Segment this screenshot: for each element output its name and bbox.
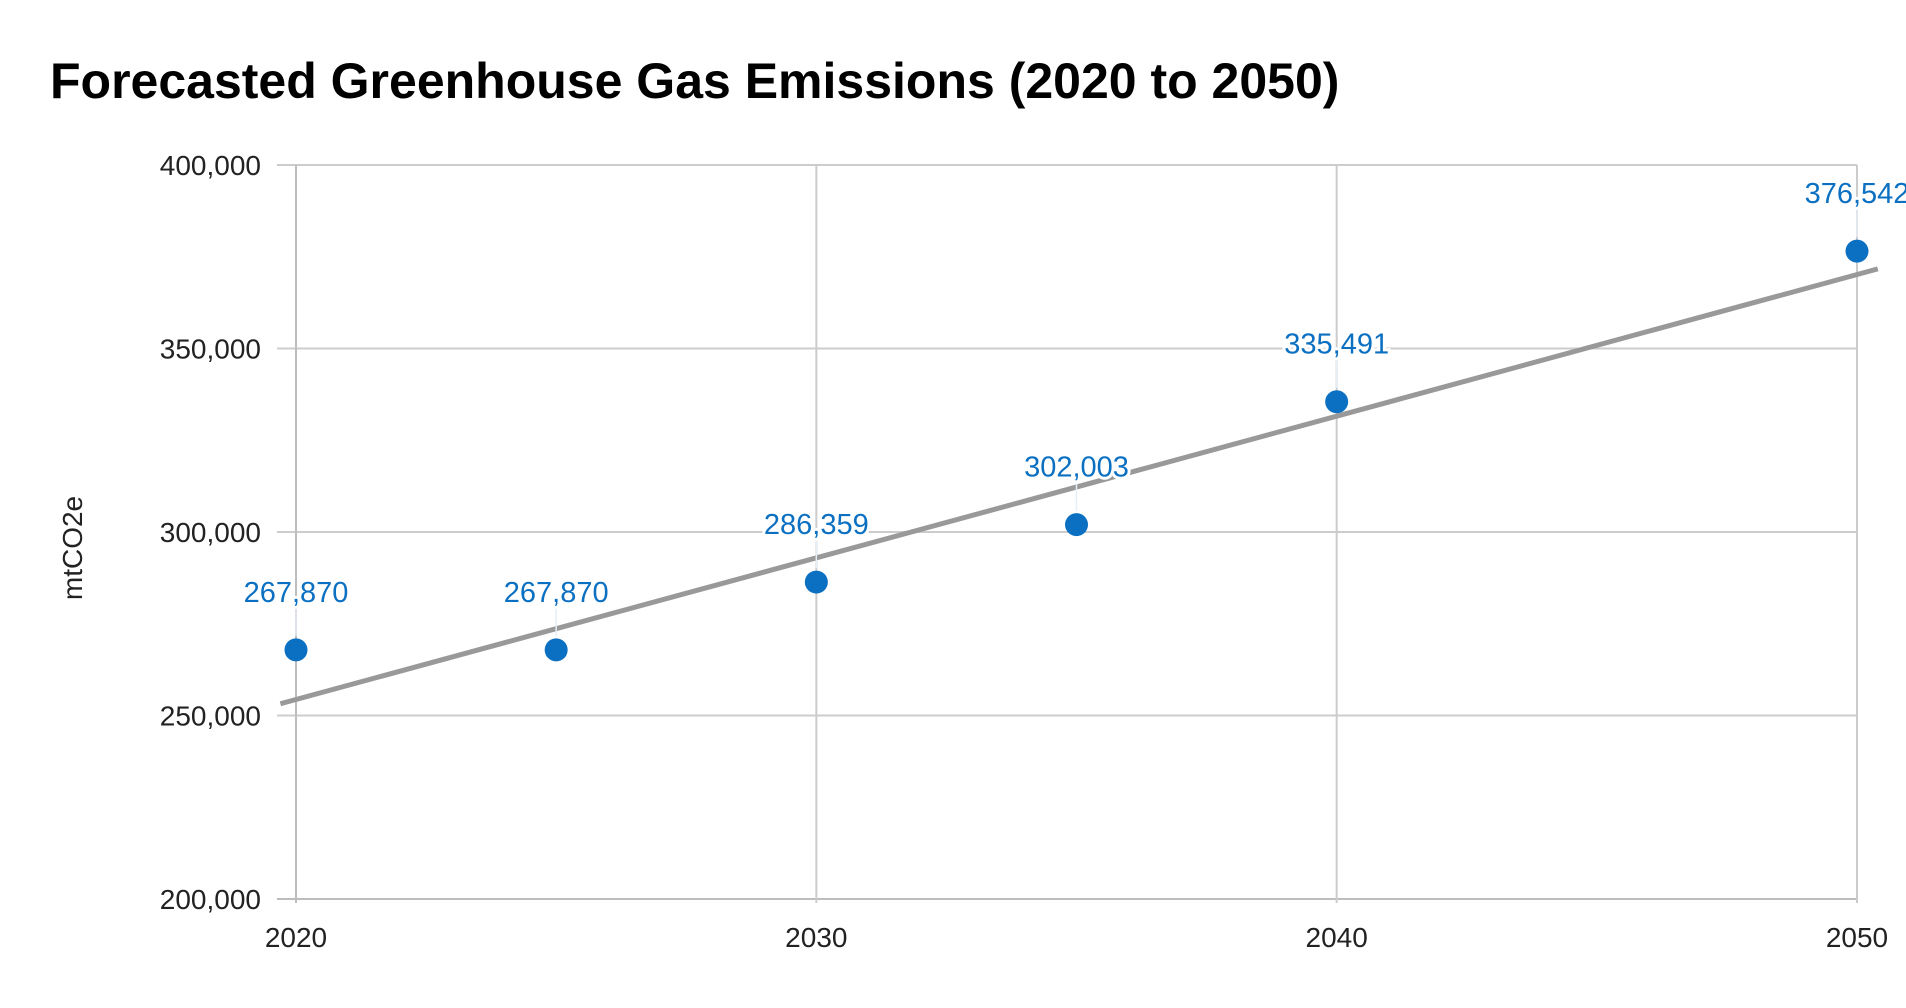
x-tick-label: 2030 xyxy=(785,922,847,953)
data-point xyxy=(1845,239,1869,263)
y-tick-label: 350,000 xyxy=(160,334,261,365)
x-tick-label: 2040 xyxy=(1306,922,1368,953)
y-tick-label: 200,000 xyxy=(160,884,261,915)
data-label: 302,003 xyxy=(1024,452,1129,484)
data-label: 267,870 xyxy=(244,577,349,609)
data-points-layer xyxy=(284,239,1869,662)
data-point xyxy=(544,638,568,662)
grid-layer xyxy=(277,164,1858,903)
data-label: 286,359 xyxy=(764,509,869,541)
chart-title: Forecasted Greenhouse Gas Emissions (202… xyxy=(50,53,1339,109)
trendline xyxy=(279,266,1879,707)
data-label: 376,542 xyxy=(1805,178,1906,210)
x-tick-label: 2020 xyxy=(265,922,327,953)
data-point xyxy=(284,638,308,662)
data-label: 335,491 xyxy=(1284,329,1389,361)
data-point xyxy=(804,570,828,594)
data-point xyxy=(1325,390,1349,414)
y-tick-label: 300,000 xyxy=(160,517,261,548)
data-label: 267,870 xyxy=(504,577,609,609)
y-tick-label: 400,000 xyxy=(160,150,261,181)
trendline-layer xyxy=(279,266,1879,707)
tick-labels-layer: 200,000 250,000 300,000 350,000 400,000 2020 2… xyxy=(160,150,1888,953)
data-point xyxy=(1065,513,1088,537)
y-axis-label: mtCO2e xyxy=(57,496,88,600)
y-tick-label: 250,000 xyxy=(160,701,261,732)
data-labels-layer: 267,870 267,870 286,359 302,003 335,491 376,5… xyxy=(241,175,1906,636)
x-tick-label: 2050 xyxy=(1826,922,1888,953)
